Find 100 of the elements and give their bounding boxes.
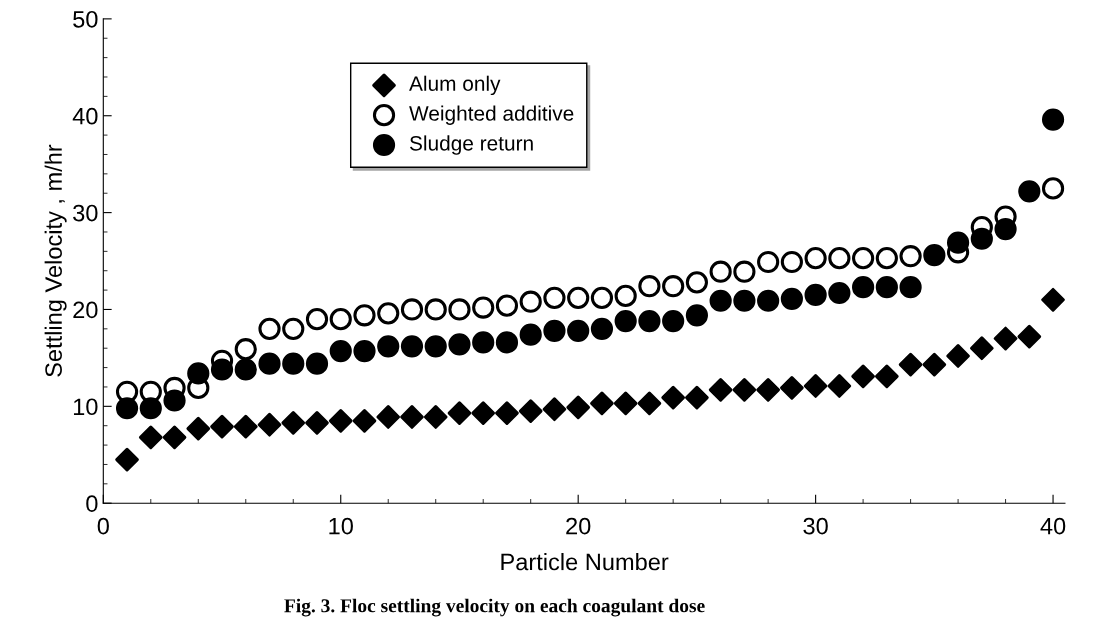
point	[424, 335, 447, 358]
point	[115, 397, 139, 420]
point	[377, 302, 400, 325]
legend-label: Weighted additive	[409, 105, 574, 125]
point	[638, 275, 661, 298]
point	[827, 374, 852, 398]
point	[898, 352, 923, 377]
point	[899, 245, 922, 268]
point	[590, 286, 614, 309]
x-tick-label: 40	[1040, 517, 1066, 535]
y-tick-label: 30	[73, 204, 98, 222]
point	[518, 399, 543, 424]
point	[257, 412, 282, 437]
point	[187, 362, 210, 385]
y-tick-label: 50	[73, 10, 98, 28]
point	[875, 247, 898, 270]
y-tick-label: 10	[73, 398, 98, 416]
y-tick-label: 40	[72, 107, 98, 125]
point	[543, 286, 566, 309]
caption: Fig. 3. Floc settling velocity on each coagulant dose	[284, 598, 705, 617]
point	[804, 283, 827, 307]
point	[662, 275, 685, 298]
point	[258, 317, 281, 340]
point	[329, 308, 352, 331]
point	[567, 319, 590, 342]
point	[757, 289, 780, 312]
point	[495, 294, 519, 317]
x-tick-label: 20	[566, 517, 591, 535]
point	[258, 352, 281, 375]
point	[994, 217, 1017, 241]
point	[305, 352, 329, 375]
point	[519, 290, 542, 313]
point	[614, 309, 637, 333]
point	[637, 391, 662, 416]
point	[234, 338, 257, 361]
point	[733, 289, 756, 312]
point	[733, 260, 756, 283]
point	[163, 389, 186, 412]
point	[780, 287, 803, 310]
y-tick-label: 20	[73, 301, 98, 319]
point	[519, 323, 542, 346]
point	[662, 309, 685, 333]
point	[138, 425, 163, 450]
point	[210, 358, 234, 381]
legend-label: Sludge return	[409, 135, 533, 155]
point	[186, 416, 211, 441]
point	[780, 250, 803, 274]
x-tick-label: 30	[803, 517, 828, 535]
point	[400, 335, 424, 358]
point	[828, 281, 851, 305]
point	[875, 276, 898, 299]
point	[353, 340, 376, 363]
point	[423, 405, 448, 429]
point	[709, 289, 732, 312]
point	[708, 378, 733, 402]
point	[780, 376, 804, 400]
point	[661, 385, 685, 410]
point	[567, 286, 590, 309]
point	[1041, 287, 1065, 312]
point	[377, 335, 400, 358]
point	[139, 397, 162, 420]
point	[970, 336, 994, 361]
point	[1041, 177, 1065, 200]
point	[590, 391, 614, 416]
point	[447, 401, 472, 425]
y-axis-title: Settling Velocity , m/hr	[44, 144, 67, 377]
point	[472, 331, 495, 354]
point	[922, 352, 947, 377]
point	[638, 309, 661, 333]
point	[282, 352, 305, 375]
legend-label: Alum only	[409, 75, 501, 96]
point	[495, 401, 519, 425]
point	[757, 250, 780, 274]
point	[448, 333, 471, 356]
point	[614, 284, 637, 308]
point	[400, 405, 424, 429]
point	[590, 317, 614, 340]
point	[804, 247, 827, 270]
point	[732, 378, 757, 402]
point	[305, 410, 329, 435]
point	[495, 331, 519, 354]
point	[281, 410, 306, 435]
point	[828, 247, 851, 270]
point	[1041, 108, 1065, 131]
point	[685, 304, 708, 327]
point	[613, 391, 638, 416]
point	[756, 378, 780, 402]
point	[352, 409, 377, 433]
point	[210, 414, 234, 439]
point	[899, 276, 922, 299]
point	[353, 304, 376, 327]
point	[946, 231, 970, 254]
point	[709, 260, 732, 283]
point	[448, 298, 471, 321]
point	[400, 298, 424, 321]
point	[566, 395, 591, 420]
point	[852, 276, 875, 299]
point	[162, 425, 187, 450]
point	[803, 374, 828, 398]
point	[923, 244, 946, 267]
